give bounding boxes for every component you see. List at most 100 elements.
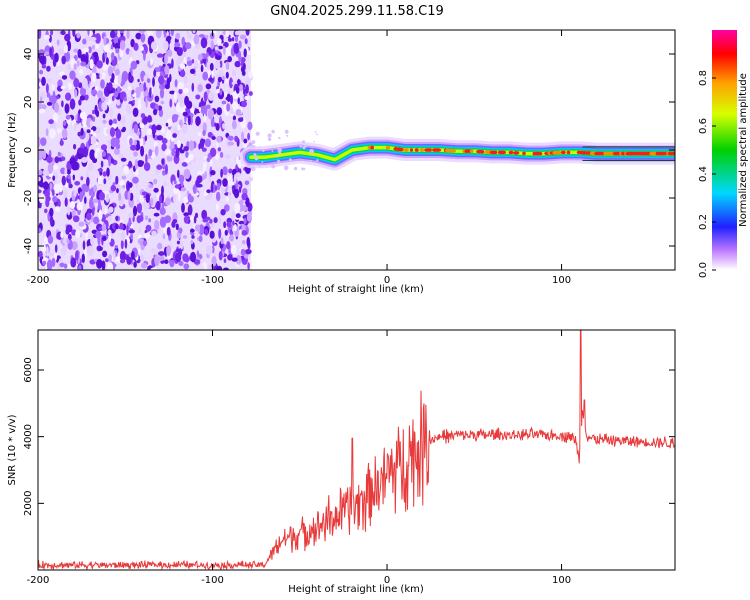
spectrogram-y-tick-label: 20	[23, 96, 34, 109]
noise-speckle	[192, 104, 197, 109]
noise-speckle	[182, 235, 188, 239]
noise-speckle	[197, 84, 203, 92]
noise-speckle	[164, 65, 170, 75]
noise-speckle	[155, 200, 161, 211]
noise-speckle	[191, 235, 195, 239]
noise-speckle	[188, 140, 195, 152]
noise-speckle	[38, 176, 41, 182]
noise-speckle	[161, 185, 164, 196]
noise-speckle	[172, 114, 179, 119]
noise-speckle	[43, 34, 50, 40]
noise-speckle	[54, 102, 59, 113]
noise-speckle	[223, 204, 230, 212]
noise-speckle	[73, 143, 77, 150]
noise-speckle	[161, 143, 167, 152]
ridge-hot-spot	[427, 148, 432, 152]
ridge-scatter	[277, 147, 282, 153]
noise-speckle	[162, 233, 166, 240]
noise-speckle	[101, 223, 107, 232]
noise-speckle	[73, 189, 77, 197]
noise-speckle	[69, 200, 76, 210]
noise-speckle	[220, 168, 224, 178]
noise-speckle	[216, 135, 222, 143]
noise-speckle	[156, 242, 163, 250]
noise-speckle	[148, 184, 154, 189]
noise-speckle	[226, 175, 233, 186]
ridge-scatter	[271, 129, 275, 134]
ridge-hot-spot	[537, 151, 543, 156]
noise-speckle	[204, 264, 208, 270]
noise-speckle	[146, 78, 151, 84]
noise-speckle	[230, 245, 237, 255]
noise-speckle	[81, 157, 88, 163]
noise-speckle	[60, 167, 66, 175]
ridge-hot-spot	[670, 151, 675, 156]
noise-speckle	[84, 196, 87, 204]
noise-speckle	[60, 85, 66, 90]
noise-speckle	[238, 40, 242, 49]
noise-speckle	[42, 150, 47, 160]
noise-speckle	[73, 48, 79, 53]
noise-speckle	[126, 103, 133, 115]
noise-speckle	[139, 122, 145, 129]
noise-speckle	[38, 136, 41, 148]
noise-speckle	[52, 196, 58, 203]
noise-speckle	[217, 45, 224, 50]
snr-y-tick-label: 2000	[23, 491, 34, 516]
noise-speckle	[44, 189, 50, 198]
noise-speckle	[113, 90, 119, 98]
noise-speckle	[119, 49, 124, 58]
noise-speckle	[247, 262, 250, 270]
noise-speckle	[248, 91, 253, 96]
noise-speckle	[81, 77, 88, 89]
noise-speckle	[204, 229, 209, 236]
noise-speckle	[223, 45, 226, 56]
noise-speckle	[198, 224, 205, 236]
noise-speckle	[149, 87, 152, 99]
noise-speckle	[57, 30, 62, 36]
noise-speckle	[205, 216, 211, 221]
noise-speckle	[91, 207, 95, 216]
noise-speckle	[139, 253, 145, 265]
ridge-hot-spot	[385, 145, 391, 150]
noise-speckle	[103, 36, 107, 46]
noise-speckle	[241, 70, 246, 76]
noise-speckle	[235, 254, 242, 265]
noise-speckle	[245, 30, 250, 36]
noise-speckle	[140, 73, 144, 82]
noise-speckle	[175, 223, 179, 231]
noise-speckle	[57, 151, 61, 157]
noise-speckle	[133, 261, 137, 268]
noise-speckle	[83, 202, 87, 214]
noise-speckle	[196, 175, 203, 184]
noise-speckle	[95, 147, 100, 153]
noise-speckle	[185, 100, 193, 110]
spectrogram-ridge	[239, 129, 675, 172]
ridge-scatter	[250, 166, 256, 172]
noise-speckle	[110, 137, 117, 148]
noise-speckle	[102, 250, 108, 258]
noise-speckle	[142, 240, 148, 246]
ridge-hot-spot	[480, 149, 485, 154]
noise-speckle	[164, 215, 172, 224]
ridge-hot-spot	[522, 151, 526, 156]
noise-speckle	[122, 126, 126, 132]
noise-speckle	[40, 244, 47, 254]
noise-speckle	[135, 32, 142, 40]
noise-speckle	[180, 181, 184, 187]
noise-speckle	[154, 145, 159, 157]
noise-speckle	[206, 244, 213, 255]
noise-speckle	[38, 189, 42, 194]
noise-speckle	[172, 133, 178, 138]
noise-speckle	[49, 128, 56, 140]
noise-speckle	[92, 30, 96, 34]
noise-speckle	[96, 259, 103, 269]
noise-speckle	[229, 234, 234, 242]
noise-speckle	[138, 227, 142, 234]
noise-speckle	[137, 238, 145, 245]
noise-speckle	[216, 38, 222, 45]
noise-speckle	[59, 71, 65, 76]
noise-speckle	[40, 137, 47, 147]
noise-speckle	[80, 61, 87, 67]
noise-speckle	[86, 208, 93, 214]
